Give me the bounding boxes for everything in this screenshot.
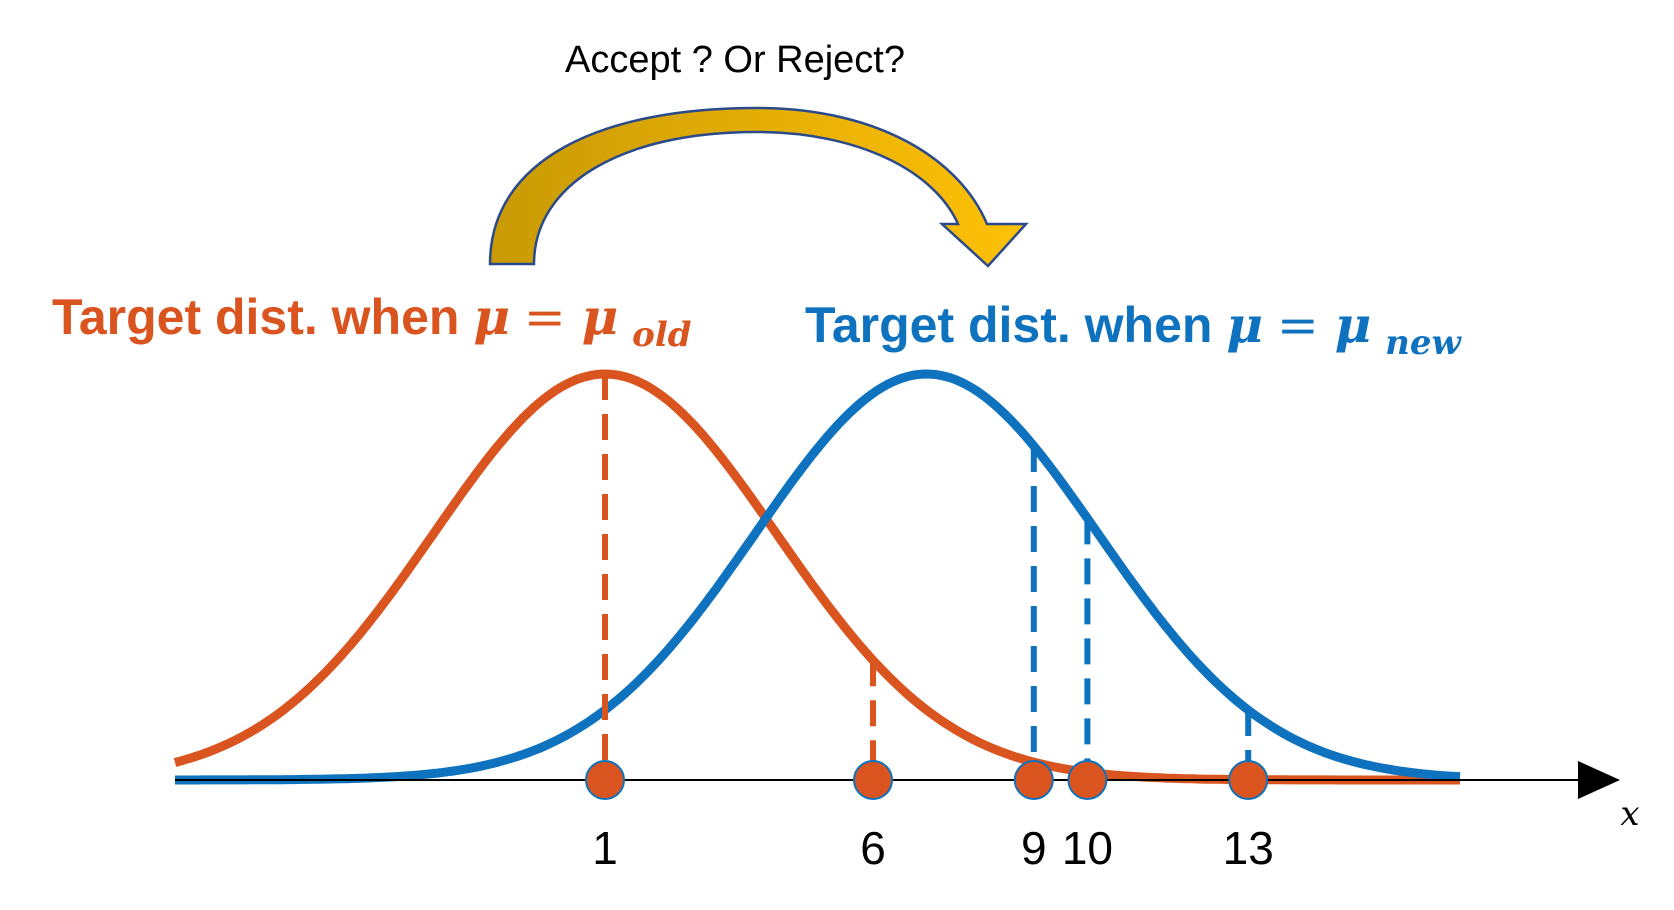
label-old-mu2: μ: [582, 287, 619, 346]
label-old-distribution: Target dist. when μ = μ old: [52, 287, 692, 355]
x-axis-label: x: [1620, 794, 1639, 834]
caption: Accept ? Or Reject?: [565, 39, 905, 81]
sample-point-10: [1067, 760, 1108, 800]
label-old-prefix: Target dist. when: [52, 289, 473, 345]
label-new-mu2: μ: [1335, 295, 1372, 354]
label-new-sub: new: [1385, 323, 1462, 363]
label-new-eq: =: [1277, 296, 1335, 354]
label-old-mu: μ: [473, 287, 510, 346]
tick-label-10: 10: [1062, 822, 1113, 874]
x-axis-arrowhead: [1578, 761, 1620, 799]
sample-point-1: [585, 760, 625, 800]
proposal-arrow: [488, 106, 1029, 268]
tick-label-9: 9: [1021, 822, 1047, 874]
label-new-prefix: Target dist. when: [805, 297, 1226, 353]
sample-point-9: [1013, 760, 1054, 800]
label-new-distribution: Target dist. when μ = μ new: [805, 295, 1463, 363]
sample-point-6: [853, 760, 893, 800]
tick-label-6: 6: [860, 822, 886, 874]
new-distribution-curve: [175, 369, 1461, 785]
sample-point-13: [1228, 760, 1269, 800]
label-old-sub: old: [632, 315, 692, 355]
label-old-eq: =: [524, 288, 582, 346]
tick-label-1: 1: [592, 822, 618, 874]
label-new-mu: μ: [1226, 295, 1263, 354]
tick-label-13: 13: [1223, 822, 1274, 874]
